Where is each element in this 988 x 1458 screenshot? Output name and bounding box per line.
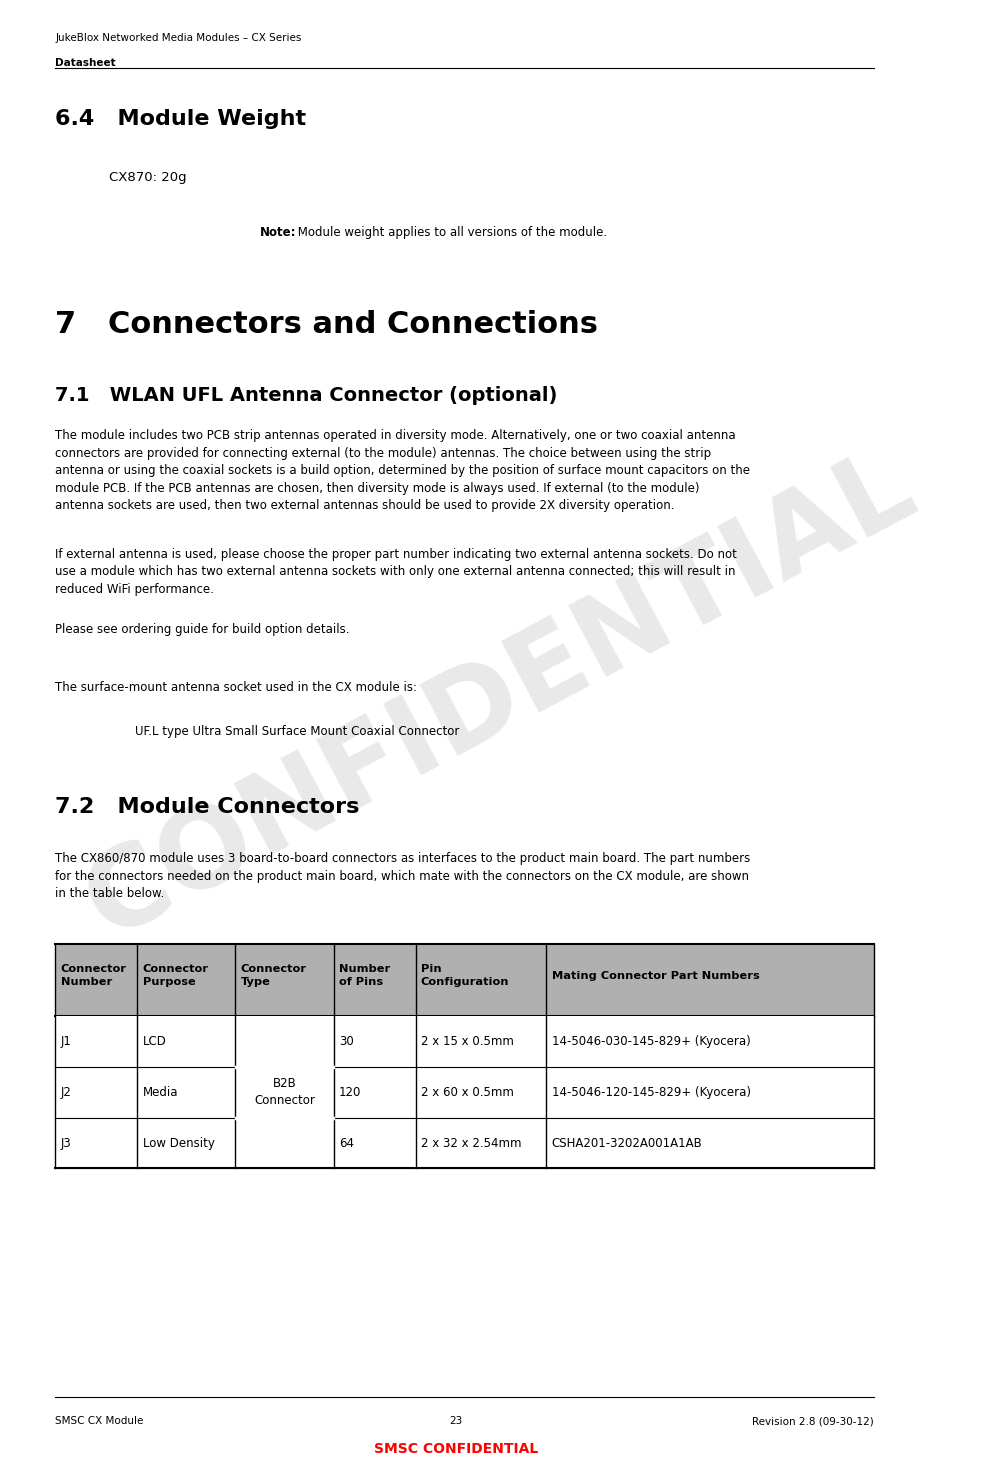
Text: 2 x 15 x 0.5mm: 2 x 15 x 0.5mm [421, 1035, 514, 1048]
Text: The CX860/870 module uses 3 board-to-board connectors as interfaces to the produ: The CX860/870 module uses 3 board-to-boa… [55, 853, 751, 901]
Text: CX870: 20g: CX870: 20g [109, 171, 187, 184]
Text: LCD: LCD [142, 1035, 167, 1048]
Text: Note:: Note: [260, 226, 296, 239]
Text: 120: 120 [339, 1086, 362, 1099]
Text: 64: 64 [339, 1137, 354, 1149]
Text: Low Density: Low Density [142, 1137, 214, 1149]
Text: The module includes two PCB strip antennas operated in diversity mode. Alternati: The module includes two PCB strip antenn… [55, 429, 751, 512]
Text: Connector
Type: Connector Type [241, 964, 307, 987]
Text: J1: J1 [61, 1035, 72, 1048]
Text: J2: J2 [61, 1086, 72, 1099]
Bar [55, 1016, 873, 1168]
Text: If external antenna is used, please choose the proper part number indicating two: If external antenna is used, please choo… [55, 548, 737, 596]
Text: 7.2   Module Connectors: 7.2 Module Connectors [55, 798, 360, 818]
Text: Mating Connector Part Numbers: Mating Connector Part Numbers [551, 971, 760, 981]
Text: SMSC CONFIDENTIAL: SMSC CONFIDENTIAL [373, 1442, 537, 1457]
Text: 6.4   Module Weight: 6.4 Module Weight [55, 109, 306, 128]
Text: 30: 30 [339, 1035, 354, 1048]
Text: 14-5046-030-145-829+ (Kyocera): 14-5046-030-145-829+ (Kyocera) [551, 1035, 751, 1048]
Text: Connector
Number: Connector Number [61, 964, 126, 987]
Text: J3: J3 [61, 1137, 71, 1149]
Bar [55, 943, 873, 1016]
Text: CSHA201-3202A001A1AB: CSHA201-3202A001A1AB [551, 1137, 702, 1149]
Text: 7.1   WLAN UFL Antenna Connector (optional): 7.1 WLAN UFL Antenna Connector (optional… [55, 385, 558, 405]
Text: JukeBlox Networked Media Modules – CX Series: JukeBlox Networked Media Modules – CX Se… [55, 34, 301, 44]
Text: 2 x 60 x 0.5mm: 2 x 60 x 0.5mm [421, 1086, 514, 1099]
Text: 23: 23 [450, 1416, 462, 1426]
Text: SMSC CX Module: SMSC CX Module [55, 1416, 144, 1426]
Text: Module weight applies to all versions of the module.: Module weight applies to all versions of… [293, 226, 607, 239]
Text: Media: Media [142, 1086, 178, 1099]
Text: CONFIDENTIAL: CONFIDENTIAL [68, 432, 933, 959]
Text: The surface-mount antenna socket used in the CX module is:: The surface-mount antenna socket used in… [55, 681, 418, 694]
Text: Connector
Purpose: Connector Purpose [142, 964, 208, 987]
Text: 14-5046-120-145-829+ (Kyocera): 14-5046-120-145-829+ (Kyocera) [551, 1086, 751, 1099]
Text: Datasheet: Datasheet [55, 58, 116, 69]
Text: 2 x 32 x 2.54mm: 2 x 32 x 2.54mm [421, 1137, 522, 1149]
Text: 7   Connectors and Connections: 7 Connectors and Connections [55, 311, 599, 340]
Text: UF.L type Ultra Small Surface Mount Coaxial Connector: UF.L type Ultra Small Surface Mount Coax… [135, 725, 459, 738]
Text: B2B
Connector: B2B Connector [254, 1077, 315, 1107]
Text: Please see ordering guide for build option details.: Please see ordering guide for build opti… [55, 624, 350, 636]
Text: Number
of Pins: Number of Pins [339, 964, 390, 987]
Text: Revision 2.8 (09-30-12): Revision 2.8 (09-30-12) [752, 1416, 873, 1426]
Text: Pin
Configuration: Pin Configuration [421, 964, 510, 987]
